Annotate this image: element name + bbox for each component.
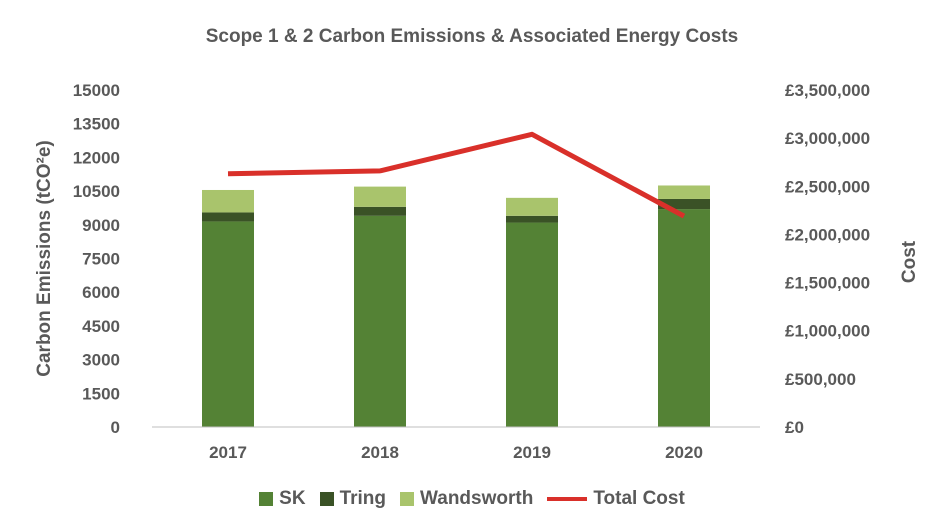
legend: SK Tring Wandsworth Total Cost [0,488,944,510]
y-tick-right: £1,500,000 [785,274,870,293]
legend-swatch-sk [259,492,274,506]
legend-item-tring: Tring [319,488,387,510]
y-tick-left: 13500 [73,115,120,134]
bar-tring-2019 [506,215,558,223]
y-tick-left: 10500 [73,182,120,201]
legend-swatch-total-cost [547,497,588,501]
y-tick-right: £3,500,000 [785,81,870,100]
y-tick-right: £1,000,000 [785,322,870,341]
line-layer [227,131,686,219]
x-tick-label: 2017 [209,443,247,462]
bar-tring-2018 [354,206,406,216]
y-tick-right: £0 [785,418,804,437]
y-tick-left: 9000 [82,216,120,235]
y-tick-left: 6000 [82,283,120,302]
legend-swatch-wandsworth [400,492,415,506]
legend-label-total-cost: Total Cost [593,488,685,509]
y-tick-right: £2,500,000 [785,177,870,196]
y-tick-left: 7500 [82,250,120,269]
bar-tring-2020 [658,198,710,210]
y-tick-right: £3,000,000 [785,129,870,148]
legend-label-sk: SK [279,488,306,509]
legend-label-wandsworth: Wandsworth [420,488,534,509]
bar-sk-2020 [658,209,710,427]
y-tick-left: 12000 [73,148,120,167]
legend-swatch-tring [319,492,334,506]
legend-item-total-cost: Total Cost [547,488,685,510]
bar-sk-2018 [354,215,406,427]
x-tick-label: 2018 [361,443,399,462]
x-tick-label: 2019 [513,443,551,462]
legend-item-wandsworth: Wandsworth [400,488,533,510]
chart-title: Scope 1 & 2 Carbon Emissions & Associate… [205,26,739,47]
y-axis-title-left: Carbon Emissions (tCO²e) [34,140,55,376]
bars-layer [202,185,710,427]
combo-chart: 0 1500 3000 4500 6000 7500 9000 10500 12000 13500… [34,81,920,462]
labels-layer: 0 1500 3000 4500 6000 7500 9000 10500 12000 13500… [34,81,920,462]
y-tick-left: 3000 [82,351,120,370]
y-axis-title-right: Cost [899,240,920,283]
y-tick-right: £2,000,000 [785,225,870,244]
x-tick-label: 2020 [665,443,703,462]
bar-wandsworth-2019 [506,197,558,216]
y-tick-left: 15000 [73,81,120,100]
y-tick-left: 1500 [82,384,120,403]
bar-wandsworth-2020 [658,185,710,199]
bar-wandsworth-2017 [202,189,254,213]
bar-tring-2017 [202,212,254,222]
y-tick-left: 4500 [82,317,120,336]
y-tick-right: £500,000 [785,370,856,389]
bar-wandsworth-2018 [354,186,406,207]
bar-sk-2019 [506,222,558,427]
y-tick-left: 0 [111,418,120,437]
line-total-cost [227,131,686,219]
legend-label-tring: Tring [339,488,387,509]
bar-sk-2017 [202,221,254,427]
legend-item-sk: SK [259,488,306,510]
